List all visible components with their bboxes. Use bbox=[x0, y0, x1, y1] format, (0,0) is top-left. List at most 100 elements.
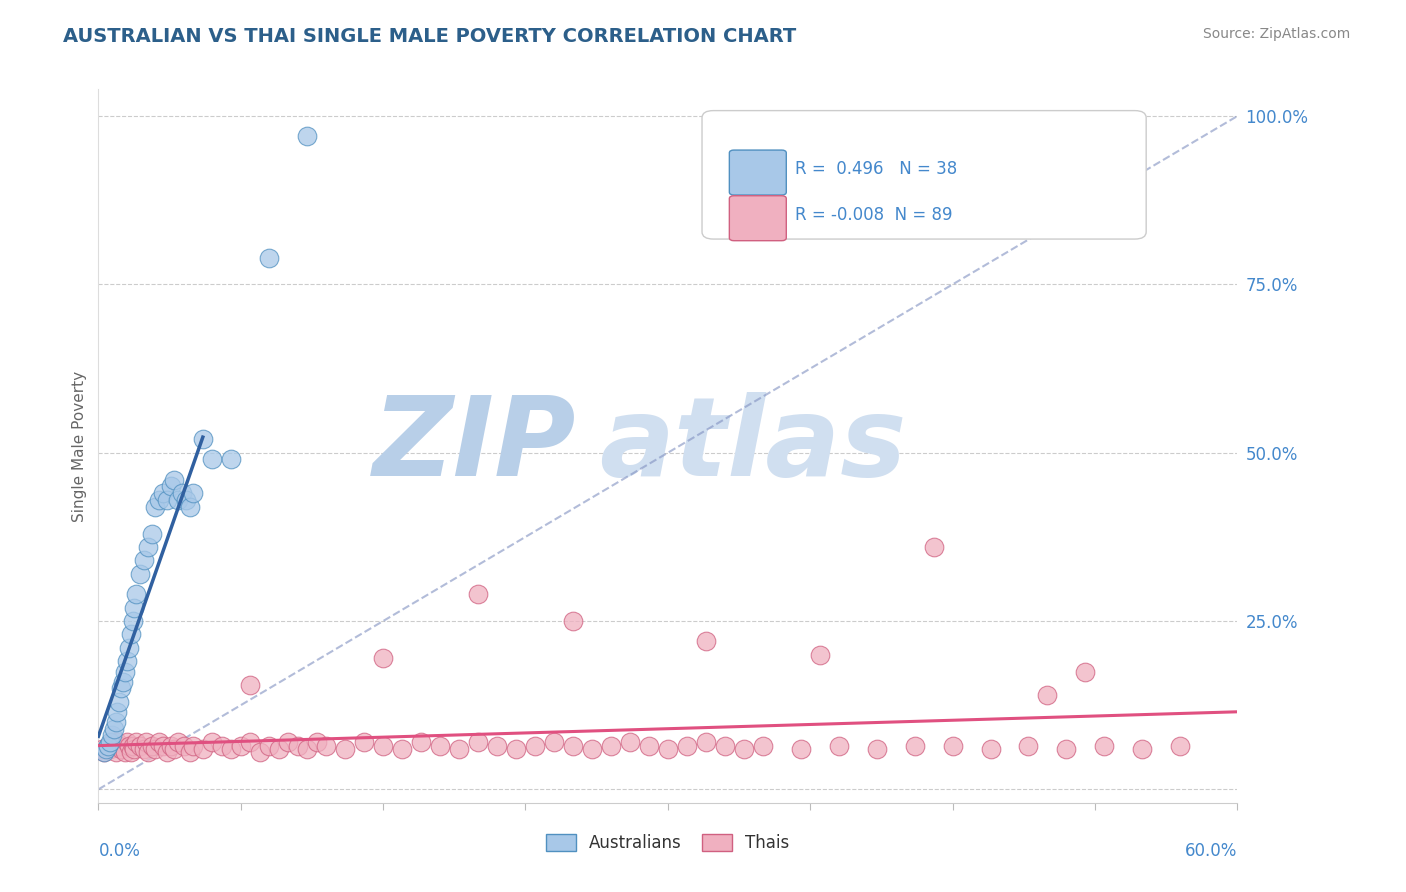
Point bbox=[942, 739, 965, 753]
Point bbox=[114, 665, 136, 679]
Point bbox=[93, 745, 115, 759]
Point bbox=[1094, 739, 1116, 753]
Point bbox=[600, 739, 623, 753]
Point bbox=[191, 432, 214, 446]
Point bbox=[121, 614, 143, 628]
Point bbox=[287, 739, 309, 753]
Point bbox=[98, 735, 121, 749]
Text: R = -0.008  N = 89: R = -0.008 N = 89 bbox=[796, 206, 953, 224]
Point bbox=[163, 742, 186, 756]
Point bbox=[163, 473, 186, 487]
Point bbox=[1056, 742, 1078, 756]
Point bbox=[297, 129, 319, 144]
Point bbox=[124, 742, 146, 756]
Point bbox=[979, 742, 1001, 756]
Point bbox=[136, 540, 159, 554]
Point bbox=[543, 735, 565, 749]
Point bbox=[129, 566, 152, 581]
Point bbox=[657, 742, 679, 756]
Text: Source: ZipAtlas.com: Source: ZipAtlas.com bbox=[1202, 27, 1350, 41]
Text: atlas: atlas bbox=[599, 392, 907, 500]
Point bbox=[148, 735, 170, 749]
Point bbox=[115, 655, 138, 669]
FancyBboxPatch shape bbox=[730, 195, 786, 241]
Point bbox=[486, 739, 509, 753]
Point bbox=[239, 678, 262, 692]
Point bbox=[179, 500, 201, 514]
Y-axis label: Single Male Poverty: Single Male Poverty bbox=[72, 370, 87, 522]
Point bbox=[179, 745, 201, 759]
Point bbox=[411, 735, 433, 749]
Point bbox=[156, 492, 179, 507]
Point bbox=[467, 735, 489, 749]
Point bbox=[118, 739, 141, 753]
Point bbox=[120, 745, 142, 759]
Point bbox=[277, 735, 299, 749]
Text: 60.0%: 60.0% bbox=[1185, 842, 1237, 860]
Point bbox=[239, 735, 262, 749]
Point bbox=[297, 742, 319, 756]
Point bbox=[141, 526, 163, 541]
Point bbox=[581, 742, 603, 756]
Point bbox=[695, 634, 717, 648]
Point bbox=[170, 486, 193, 500]
Point bbox=[201, 452, 224, 467]
Point bbox=[110, 681, 132, 696]
Point bbox=[100, 729, 122, 743]
Point bbox=[104, 714, 127, 729]
Point bbox=[866, 742, 889, 756]
Point bbox=[229, 739, 252, 753]
Point bbox=[135, 735, 157, 749]
Point bbox=[156, 745, 179, 759]
Point bbox=[676, 739, 699, 753]
Point bbox=[752, 739, 775, 753]
Point bbox=[638, 739, 661, 753]
Point bbox=[108, 695, 131, 709]
Point bbox=[104, 745, 127, 759]
Point bbox=[124, 600, 146, 615]
Point bbox=[259, 251, 281, 265]
Point bbox=[183, 486, 205, 500]
Point bbox=[714, 739, 737, 753]
Point bbox=[93, 745, 115, 759]
Point bbox=[1036, 688, 1059, 702]
Point bbox=[159, 739, 181, 753]
Text: 0.0%: 0.0% bbox=[98, 842, 141, 860]
Point bbox=[145, 500, 167, 514]
Point bbox=[904, 739, 927, 753]
Point bbox=[125, 587, 148, 601]
Legend: Australians, Thais: Australians, Thais bbox=[540, 827, 796, 859]
Point bbox=[562, 614, 585, 628]
Point bbox=[828, 739, 851, 753]
Point bbox=[790, 742, 813, 756]
Point bbox=[159, 479, 181, 493]
Point bbox=[201, 735, 224, 749]
Point bbox=[136, 745, 159, 759]
Point bbox=[132, 553, 155, 567]
Point bbox=[91, 742, 114, 756]
Point bbox=[114, 745, 136, 759]
Point bbox=[221, 452, 243, 467]
Point bbox=[371, 651, 394, 665]
Point bbox=[191, 742, 214, 756]
Point bbox=[808, 648, 831, 662]
Point bbox=[94, 742, 117, 756]
Point bbox=[562, 739, 585, 753]
Point bbox=[1170, 739, 1192, 753]
Point bbox=[467, 587, 489, 601]
Point bbox=[120, 627, 142, 641]
Point bbox=[524, 739, 547, 753]
Point bbox=[107, 735, 129, 749]
Point bbox=[97, 739, 120, 753]
Point bbox=[429, 739, 451, 753]
Point bbox=[112, 674, 135, 689]
Point bbox=[152, 486, 174, 500]
Point bbox=[211, 739, 233, 753]
Point bbox=[449, 742, 471, 756]
Point bbox=[619, 735, 641, 749]
Point bbox=[121, 739, 143, 753]
Point bbox=[391, 742, 413, 756]
Point bbox=[107, 705, 129, 719]
Point bbox=[100, 735, 122, 749]
Point bbox=[173, 739, 195, 753]
